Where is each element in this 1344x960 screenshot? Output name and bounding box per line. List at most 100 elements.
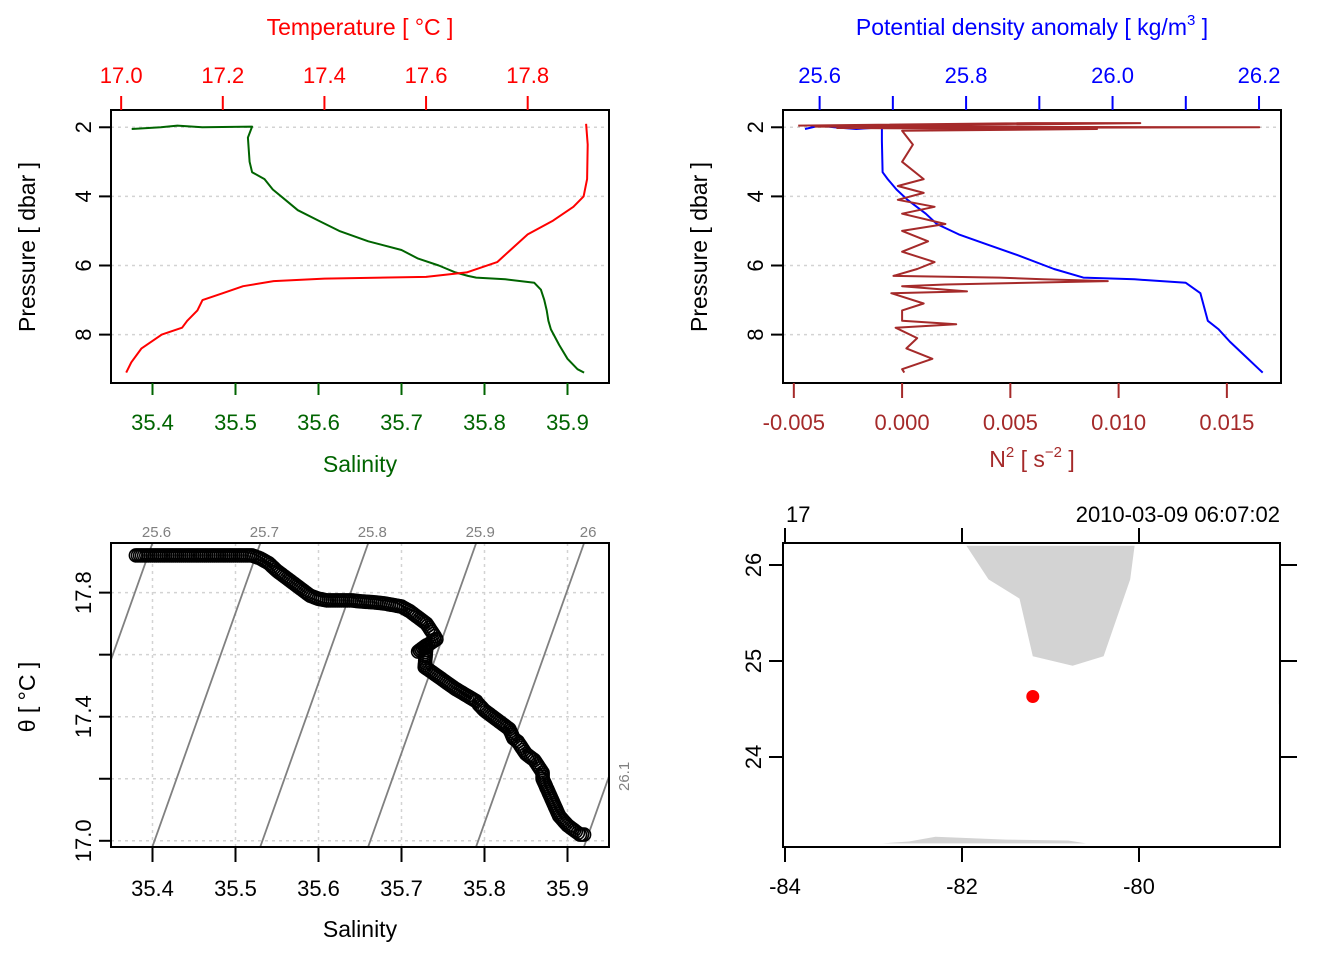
p3-isopycnal-line [582, 773, 609, 847]
p4-y-tick-label: 26 [741, 553, 766, 577]
p1-x-top-tick-label: 17.8 [506, 63, 549, 88]
p1-gridlines [111, 126, 609, 336]
p2-x-top-tick-label: 26.0 [1091, 63, 1134, 88]
p1-series-salinity [131, 124, 585, 374]
p1-x-top-tick-label: 17.0 [100, 63, 143, 88]
p4-plot-frame [782, 542, 1281, 848]
p1-y-tick-label: 8 [71, 328, 96, 340]
panel-density-n2-profile: 2 4 6 8 25.6 25.8 26.0 26.2 -0.005 0.000 0.005 0.01… [686, 12, 1282, 472]
p2-bottom-title-sup: 2 [1006, 444, 1014, 461]
p2-y-tick-label: 2 [743, 121, 768, 133]
p3-isopycnal-line [151, 543, 262, 847]
p4-station-marker [1026, 690, 1040, 703]
p3-x-tick-label: 35.7 [380, 876, 423, 901]
p1-series [125, 123, 589, 374]
p1-bottom-axis-title: Salinity [323, 451, 398, 477]
p2-bottom-title-sup2: −2 [1045, 444, 1062, 461]
p3-isopycnal-label: 25.9 [466, 524, 495, 541]
p2-x-bottom-tick-label: 0.015 [1199, 410, 1254, 435]
p3-y-tick-label: 17.8 [71, 571, 96, 614]
p3-x-axis-title: Salinity [323, 916, 398, 942]
p2-x-bottom-tick-label: 0.000 [875, 410, 930, 435]
p3-gridlines [111, 543, 609, 847]
p4-x-tick-label: -84 [769, 874, 801, 899]
p3-points [128, 548, 592, 842]
p2-top-title-end: ] [1195, 14, 1208, 40]
p3-isopycnal-line [475, 543, 585, 847]
p3-y-tick-label: 17.0 [71, 819, 96, 862]
p1-x-bottom-tick-label: 35.5 [214, 410, 257, 435]
p3-isopycnals [111, 543, 609, 847]
p2-top-title-superscript: 3 [1187, 12, 1195, 29]
p3-isopycnal-line [367, 543, 478, 847]
p2-y-tick-label: 6 [743, 259, 768, 271]
p3-x-tick-label: 35.5 [214, 876, 257, 901]
p1-x-top-tick-label: 17.2 [201, 63, 244, 88]
p2-bottom-axis-title: N2 [ s−2 ] [989, 444, 1075, 472]
p1-x-top-tick-label: 17.4 [303, 63, 346, 88]
p2-top-title-main: Potential density anomaly [ kg/m [856, 14, 1187, 40]
p1-x-bottom-tick-label: 35.9 [546, 410, 589, 435]
p4-axes: -84 -82 -80 24 25 26 [741, 528, 1297, 899]
p2-x-bottom-tick-label: -0.005 [763, 410, 825, 435]
p1-y-axis-title: Pressure [ dbar ] [14, 162, 40, 332]
p4-datetime-label: 2010-03-09 06:07:02 [1076, 502, 1280, 527]
p1-series-temperature [125, 123, 589, 374]
p1-x-bottom-tick-label: 35.8 [463, 410, 506, 435]
p3-y-axis-title: θ [ °C ] [14, 662, 40, 733]
p1-top-axis-title: Temperature [ °C ] [267, 14, 454, 40]
p2-plot-frame [782, 109, 1282, 384]
p3-x-tick-label: 35.6 [297, 876, 340, 901]
p1-x-bottom-tick-label: 35.7 [380, 410, 423, 435]
p1-plot-frame [110, 109, 610, 384]
p1-y-tick-label: 2 [71, 121, 96, 133]
p2-bottom-title-mid: [ s [1014, 446, 1045, 472]
p1-x-bottom-tick-label: 35.4 [131, 410, 174, 435]
p2-bottom-title-main: N [989, 446, 1006, 472]
p1-y-tick-label: 6 [71, 259, 96, 271]
p2-y-tick-label: 8 [743, 328, 768, 340]
p3-isopycnal-label: 26.1 [616, 762, 633, 791]
p4-station-layer [1026, 690, 1040, 703]
p2-y-tick-label: 4 [743, 190, 768, 202]
p4-x-tick-label: -82 [946, 874, 978, 899]
p3-isopycnal-label: 25.6 [142, 524, 171, 541]
p4-land-polygon [966, 545, 1135, 666]
p3-isopycnal-line [111, 543, 154, 663]
p1-x-top-tick-label: 17.6 [405, 63, 448, 88]
p2-gridlines [783, 126, 1281, 336]
p3-isopycnal-label: 25.8 [358, 524, 387, 541]
p4-y-tick-label: 25 [741, 649, 766, 673]
p4-station-id-label: 17 [786, 502, 810, 527]
p3-y-tick-label: 17.4 [71, 695, 96, 738]
p1-x-bottom-tick-label: 35.6 [297, 410, 340, 435]
p2-x-bottom-tick-label: 0.005 [983, 410, 1038, 435]
panel-temperature-salinity-profile: 2 4 6 8 35.4 35.5 35.6 35.7 35.8 35.9 17.0 17.2 17.4… [14, 14, 610, 477]
p1-y-tick-label: 4 [71, 190, 96, 202]
p3-x-tick-label: 35.4 [131, 876, 174, 901]
p3-plot-frame [110, 542, 610, 848]
p2-series [798, 122, 1264, 374]
p3-isopycnal-label: 26 [580, 524, 597, 541]
p4-land [882, 545, 1280, 844]
p2-x-top-tick-label: 25.6 [798, 63, 841, 88]
p4-land-polygon [882, 836, 1086, 844]
p2-y-axis-title: Pressure [ dbar ] [686, 162, 712, 332]
p2-x-top-tick-label: 26.2 [1238, 63, 1281, 88]
p3-isopycnal-label: 25.7 [250, 524, 279, 541]
p3-x-tick-label: 35.8 [463, 876, 506, 901]
p1-axes: 2 4 6 8 35.4 35.5 35.6 35.7 35.8 35.9 17.0 17.2 17.4… [71, 63, 589, 435]
p2-bottom-title-end: ] [1062, 446, 1075, 472]
p3-axes: 35.4 35.5 35.6 35.7 35.8 35.9 17.0 17.4 17.8 [71, 571, 589, 901]
p4-y-tick-label: 24 [741, 745, 766, 769]
p2-x-top-tick-label: 25.8 [945, 63, 988, 88]
p2-x-bottom-tick-label: 0.010 [1091, 410, 1146, 435]
p4-x-tick-label: -80 [1123, 874, 1155, 899]
p2-series-n2 [798, 122, 1261, 374]
p2-top-axis-title: Potential density anomaly [ kg/m3 ] [856, 12, 1208, 40]
panel-station-map: -84 -82 -80 24 25 26 17 2010-03-09 06:07:02 [741, 502, 1297, 899]
p3-x-tick-label: 35.9 [546, 876, 589, 901]
